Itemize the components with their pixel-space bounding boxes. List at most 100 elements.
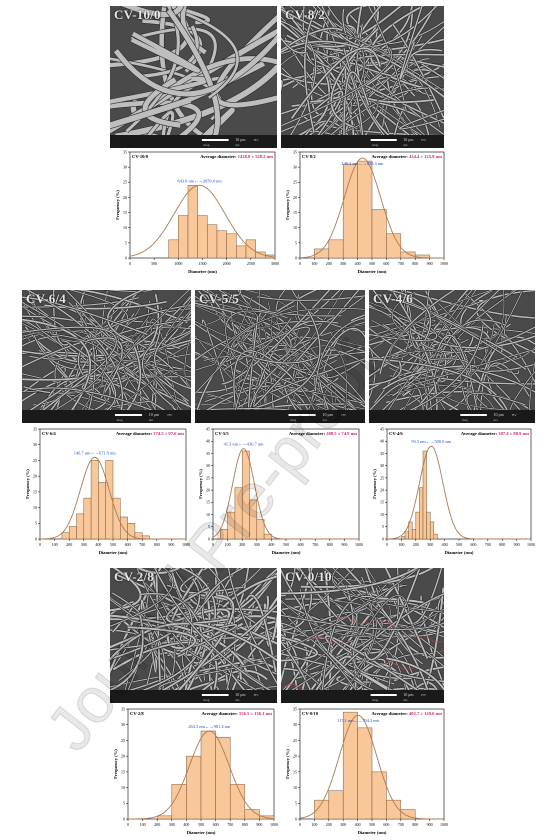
histogram-bar (168, 239, 179, 259)
histogram-bar (245, 239, 256, 259)
sem-label-cv28: CV-2/8 (114, 569, 154, 584)
y-tick-label: 45 (206, 426, 210, 431)
sem-fibers-cv46: 10 μm mag det HV (369, 290, 535, 423)
y-axis-label: Frequency (%) (115, 190, 120, 220)
histogram-bar (411, 528, 417, 540)
x-tick-label: 200 (326, 822, 332, 827)
x-tick-label: 200 (239, 542, 245, 547)
histogram-bar (371, 209, 387, 259)
x-tick-label: 700 (312, 542, 318, 547)
histogram-bar (400, 809, 416, 820)
y-tick-label: 15 (121, 769, 125, 774)
x-tick-label: 300 (254, 542, 260, 547)
x-tick-label: 1000 (440, 822, 448, 827)
x-tick-label: 900 (256, 822, 262, 827)
histogram-bar (186, 755, 202, 820)
average-diameter: Average diameter: 556.5 ± 136.1 nm (202, 711, 273, 716)
histogram-bar (404, 531, 409, 540)
y-tick-label: 0 (123, 816, 125, 821)
x-tick-label: 100 (52, 542, 58, 547)
average-diameter: Average diameter: 208.5 ± 74.9 nm (289, 431, 357, 436)
histogram-cv28: 0 100 200 300 400 500 600 700 800 900 1000 0 5 10 15 20… (110, 705, 278, 837)
histogram-bar (422, 450, 427, 540)
histogram-bar (207, 224, 218, 259)
y-tick-label: 30 (123, 165, 127, 170)
x-tick-label: 1000 (182, 542, 190, 547)
sem-image-cv010: 10 μm mag det HV CV-0/10 (281, 568, 444, 703)
x-tick-label: 900 (341, 542, 347, 547)
y-tick-label: 20 (123, 195, 127, 200)
sem-fibers-cv100: 10 μm mag det HV (110, 6, 277, 148)
svg-text:det: det (235, 143, 239, 147)
sem-image-cv46: 10 μm mag det HV CV-4/6 (369, 290, 535, 423)
svg-text:HV: HV (421, 138, 427, 142)
histogram-bar (68, 526, 77, 540)
gaussian-fit-curve (212, 448, 359, 540)
x-tick-label: 100 (225, 542, 231, 547)
y-tick-label: 10 (380, 512, 384, 517)
x-tick-label: 600 (470, 542, 476, 547)
svg-text:mag: mag (117, 418, 123, 422)
x-tick-label: 300 (340, 822, 346, 827)
x-axis-label: Diameter (nm) (445, 550, 474, 555)
sem-label-cv82: CV-8/2 (285, 7, 325, 22)
x-tick-label: 500 (369, 261, 375, 266)
x-tick-label: 0 (129, 261, 131, 266)
x-tick-label: 800 (499, 542, 505, 547)
x-tick-label: 200 (413, 542, 419, 547)
histogram-bar (216, 230, 227, 259)
sample-label: CV-2/8 (130, 711, 144, 716)
x-axis-label: Diameter (nm) (358, 830, 387, 835)
x-tick-label: 0 (299, 822, 301, 827)
y-tick-label: 10 (33, 505, 37, 510)
x-tick-label: 800 (154, 542, 160, 547)
sem-image-cv82: 10 μm mag det HV CV-8/2 (281, 6, 444, 148)
svg-text:mag: mag (290, 418, 296, 422)
y-tick-label: 10 (123, 225, 127, 230)
x-tick-label: 0 (127, 822, 129, 827)
x-tick-label: 0 (39, 542, 41, 547)
x-tick-label: 700 (485, 542, 491, 547)
sem-fibers-cv64: 10 μm mag det HV (22, 290, 191, 423)
svg-text:10 μm: 10 μm (323, 412, 334, 417)
y-tick-label: 0 (295, 255, 297, 260)
x-axis-label: Diameter (nm) (188, 269, 217, 274)
svg-text:det: det (149, 418, 153, 422)
y-axis-label: Frequency (%) (25, 469, 30, 499)
diameter-range-label: 146.7 nm←→671.9 nm (74, 450, 117, 455)
diameter-range-label: 93.3 nm←→500.0 nm (411, 439, 451, 444)
sem-image-cv100: 10 μm mag det HV CV-10/0 (110, 6, 277, 148)
sample-label: CV-8/2 (302, 154, 316, 159)
gaussian-fit-curve (39, 456, 186, 540)
sem-label-cv010: CV-0/10 (285, 569, 332, 584)
y-tick-label: 15 (33, 489, 37, 494)
histogram-bar (83, 497, 92, 540)
x-tick-label: 2000 (223, 261, 231, 266)
sem-fibers-cv55: 10 μm mag det HV (195, 290, 365, 423)
x-tick-label: 800 (412, 261, 418, 266)
histogram-bar (61, 532, 70, 540)
x-tick-label: 500 (283, 542, 289, 547)
x-tick-label: 1000 (440, 261, 448, 266)
x-tick-label: 400 (268, 542, 274, 547)
x-tick-label: 600 (125, 542, 131, 547)
histogram-bar (187, 185, 198, 259)
histogram-bar (90, 460, 99, 540)
histogram-bar (357, 727, 373, 820)
y-tick-label: 20 (206, 488, 210, 493)
x-tick-label: 100 (140, 822, 146, 827)
y-tick-label: 5 (208, 524, 210, 529)
x-tick-label: 400 (183, 822, 189, 827)
y-tick-label: 25 (293, 738, 297, 743)
x-tick-label: 300 (340, 261, 346, 266)
svg-text:mag: mag (372, 143, 378, 147)
average-diameter: Average diameter: 1438.8 ± 528.2 nm (200, 154, 273, 159)
histogram-bar (234, 487, 243, 540)
svg-text:10 μm: 10 μm (149, 412, 160, 417)
y-tick-label: 20 (33, 474, 37, 479)
svg-text:mag: mag (372, 698, 378, 702)
x-tick-label: 400 (95, 542, 101, 547)
svg-text:10 μm: 10 μm (494, 412, 505, 417)
y-tick-label: 0 (35, 536, 37, 541)
y-tick-label: 20 (380, 488, 384, 493)
